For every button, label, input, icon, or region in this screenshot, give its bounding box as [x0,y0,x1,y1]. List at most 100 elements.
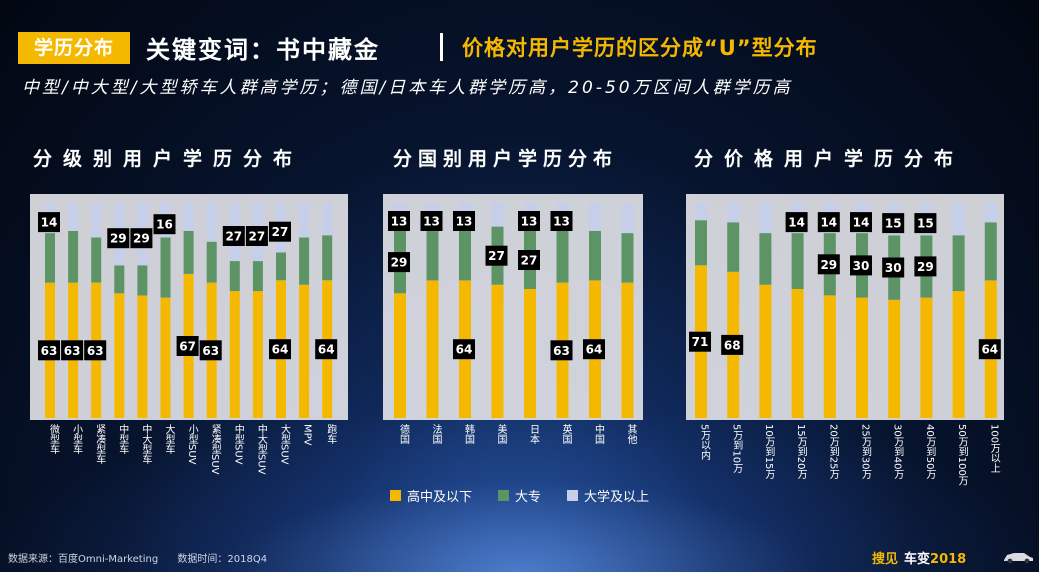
data-label: 13 [420,211,443,231]
x-tick-label: 小型车 [71,424,83,455]
svg-text:13: 13 [423,215,440,229]
svg-text:13: 13 [553,215,570,229]
x-tick-label: 日本 [528,424,540,445]
x-tick-label: 跑车 [325,423,337,445]
x-tick-label: 英国 [560,423,572,445]
bar-segment [695,220,707,266]
data-label: 27 [518,250,540,270]
bar-segment [252,291,263,418]
svg-text:14: 14 [788,216,805,230]
svg-text:29: 29 [133,232,150,246]
legend-label-college: 大专 [515,490,542,505]
page-description: 中型/中大型/大型轿车人群高学历；德国/日本车人群学历高，20-50万区间人群学… [22,78,793,98]
x-tick-label: 10万到15万 [763,424,775,480]
bar-segment [727,203,740,223]
brand-logo: 搜见 车变2018 [872,548,966,567]
brand-name-2: 车变 [904,552,931,567]
x-tick-label: 5万到10万 [731,424,743,474]
x-tick-label: 紧凑型SUV [209,424,221,475]
x-tick-label: 25万到30万 [860,424,872,480]
bar-segment [137,265,148,296]
data-label: 64 [978,339,1001,360]
svg-text:13: 13 [391,215,408,229]
legend-label-high-school: 高中及以下 [407,490,473,505]
svg-text:27: 27 [272,225,289,239]
svg-text:64: 64 [318,343,335,357]
svg-text:64: 64 [586,343,603,357]
bar-segment [91,237,102,283]
x-tick-label: 中型车 [117,423,129,455]
data-label: 63 [550,340,573,361]
data-label: 29 [107,228,130,249]
x-tick-label: 大型SUV [279,423,291,465]
svg-text:27: 27 [225,230,242,244]
legend-item-bachelor: 大学及以上 [567,486,649,505]
bar-segment [621,233,634,283]
bar-segment [45,233,55,283]
svg-text:63: 63 [64,344,81,358]
bar-segment [426,230,439,281]
bar-segment [229,291,240,418]
svg-text:64: 64 [272,343,289,357]
data-label: 27 [485,245,508,266]
data-label: 30 [850,255,872,276]
svg-text:63: 63 [202,344,219,358]
svg-text:71: 71 [692,335,709,349]
svg-text:29: 29 [917,260,934,274]
data-label: 29 [130,228,153,249]
bar-segment [952,203,965,236]
data-label: 29 [817,254,840,275]
bar-segment [952,235,965,292]
data-label: 15 [882,213,905,234]
data-label: 14 [850,212,872,233]
bar-segment [984,222,997,281]
data-label: 14 [785,212,808,233]
x-tick-label: 中大型SUV [255,423,267,475]
bar-segment [556,231,569,283]
legend-swatch-college [498,490,510,501]
legend: 高中及以下 大专 大学及以上 [390,486,675,505]
bar-segment [299,284,310,418]
bar-segment [952,291,965,418]
svg-text:13: 13 [521,215,538,229]
bar-segment [984,203,997,223]
x-tick-label: 5万以内 [699,424,711,461]
bar-segment [621,282,634,418]
x-tick-label: 德国 [398,423,410,445]
data-label: 29 [388,252,410,273]
data-label: 64 [583,339,605,360]
svg-text:27: 27 [488,249,505,263]
x-tick-label: 紧凑型车 [94,424,106,465]
svg-text:15: 15 [885,217,902,231]
bar-segment [137,295,148,418]
bar-segment [68,231,79,283]
svg-text:30: 30 [885,261,902,275]
bar-segment [183,203,194,231]
x-tick-label: 中型SUV [232,423,244,465]
data-label: 27 [269,221,291,242]
x-tick-label: MPV [302,424,313,446]
bar-segment [727,222,740,272]
data-label: 16 [153,214,176,235]
x-tick-label: 中国 [593,423,605,445]
x-tick-label: 20万到25万 [827,424,839,480]
x-tick-label: 韩国 [463,423,475,445]
bar-segment [759,203,772,234]
data-label: 13 [388,211,410,231]
data-label: 64 [269,339,291,360]
data-label: 14 [817,212,840,233]
title-divider [440,33,443,61]
x-tick-label: 法国 [430,423,442,445]
data-label: 13 [550,211,573,231]
bar-segment [426,280,439,418]
bar-segment [589,230,601,281]
bar-segment [206,241,217,283]
svg-text:63: 63 [87,344,104,358]
bar-segment [299,203,310,238]
page-title: 关键变词：书中藏金 [146,36,380,64]
svg-text:63: 63 [553,344,570,358]
bar-segment [299,237,310,285]
data-label: 63 [38,340,60,361]
data-source: 数据来源：百度Omni-Marketing 数据时间：2018Q4 [8,550,283,565]
bar-segment [91,203,102,238]
